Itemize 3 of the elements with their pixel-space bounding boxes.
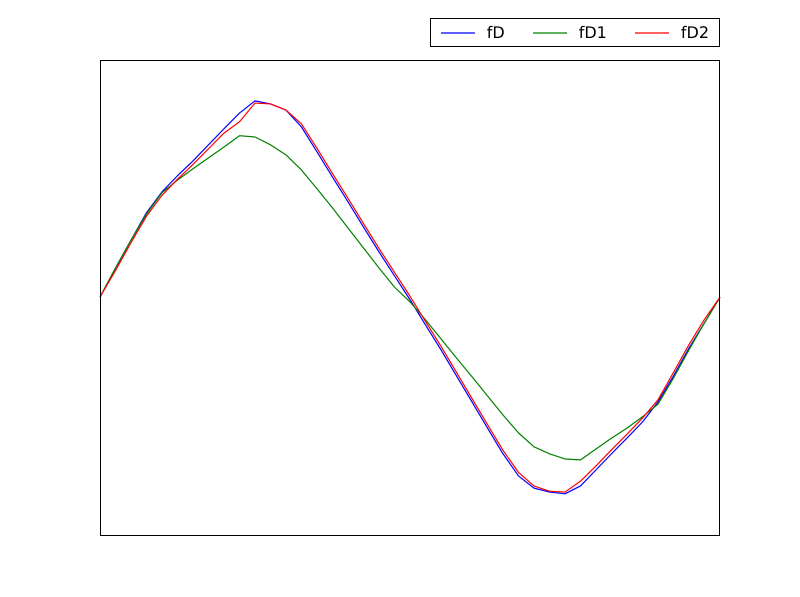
- legend-label: fD1: [578, 23, 607, 42]
- legend-label: fD: [486, 23, 505, 42]
- legend-label: fD2: [680, 23, 709, 42]
